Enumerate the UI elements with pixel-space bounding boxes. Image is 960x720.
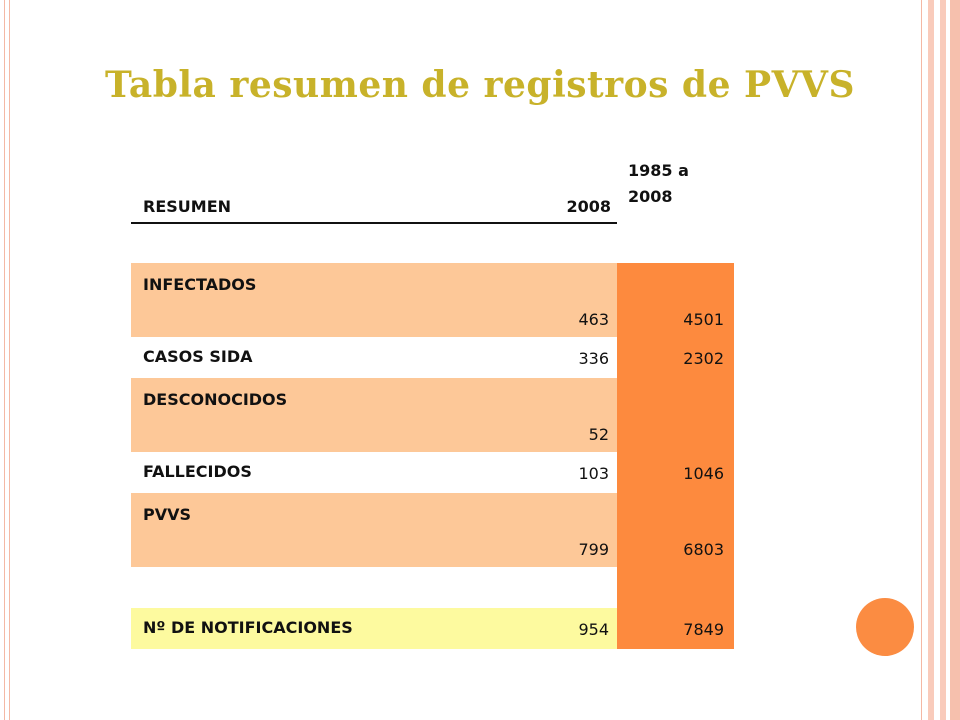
row-total-cell: 1046 bbox=[617, 452, 734, 493]
row-label: DESCONOCIDOS bbox=[143, 390, 288, 409]
table-row-blank bbox=[131, 567, 734, 608]
row-total-cell: 4501 bbox=[617, 263, 734, 337]
row-label: INFECTADOS bbox=[143, 275, 257, 294]
header-range-line1: 1985 a bbox=[628, 161, 689, 180]
row-total-cell: 7849 bbox=[617, 608, 734, 649]
table-row: CASOS SIDA 336 2302 bbox=[131, 337, 734, 378]
slide-title: Tabla resumen de registros de PVVS bbox=[105, 64, 855, 106]
slide-frame-right bbox=[918, 0, 960, 720]
row-label-cell: INFECTADOS 463 bbox=[131, 263, 617, 337]
row-label: PVVS bbox=[143, 505, 192, 524]
row-value-total: 2302 bbox=[683, 349, 724, 368]
header-underline bbox=[131, 222, 617, 224]
row-total-cell bbox=[617, 378, 734, 452]
row-value-2008: 463 bbox=[578, 310, 609, 329]
table-header-row: 2008 RESUMEN 1985 a 2008 bbox=[131, 150, 734, 224]
row-value-total: 1046 bbox=[683, 464, 724, 483]
row-total-cell: 6803 bbox=[617, 493, 734, 567]
row-value-total: 6803 bbox=[683, 540, 724, 559]
header-year: 2008 bbox=[566, 197, 611, 216]
row-label: FALLECIDOS bbox=[143, 462, 252, 481]
table-spacer bbox=[131, 224, 734, 263]
table-row: FALLECIDOS 103 1046 bbox=[131, 452, 734, 493]
row-label-cell bbox=[131, 567, 617, 608]
row-value-total: 7849 bbox=[683, 620, 724, 639]
header-year-cell: 2008 bbox=[131, 150, 617, 224]
decorative-circle bbox=[856, 598, 914, 656]
row-label-cell: PVVS 799 bbox=[131, 493, 617, 567]
slide-frame-left bbox=[4, 0, 10, 720]
row-value-2008: 52 bbox=[588, 425, 609, 444]
table-row-total: Nº DE NOTIFICACIONES 954 7849 bbox=[131, 608, 734, 649]
row-label-cell: Nº DE NOTIFICACIONES 954 bbox=[131, 608, 617, 649]
header-resumen: RESUMEN bbox=[143, 197, 232, 216]
summary-table: 2008 RESUMEN 1985 a 2008 INFECTADOS 463 … bbox=[131, 150, 734, 649]
row-total-cell bbox=[617, 567, 734, 608]
row-label-cell: CASOS SIDA 336 bbox=[131, 337, 617, 378]
header-range-line2: 2008 bbox=[628, 187, 673, 206]
row-total-cell: 2302 bbox=[617, 337, 734, 378]
row-label-cell: FALLECIDOS 103 bbox=[131, 452, 617, 493]
table-row: INFECTADOS 463 4501 bbox=[131, 263, 734, 337]
table-row: DESCONOCIDOS 52 bbox=[131, 378, 734, 452]
row-value-total: 4501 bbox=[683, 310, 724, 329]
table-row: PVVS 799 6803 bbox=[131, 493, 734, 567]
row-value-2008: 954 bbox=[578, 620, 609, 639]
row-value-2008: 336 bbox=[578, 349, 609, 368]
row-value-2008: 103 bbox=[578, 464, 609, 483]
row-label: Nº DE NOTIFICACIONES bbox=[143, 618, 353, 637]
row-label: CASOS SIDA bbox=[143, 347, 253, 366]
row-label-cell: DESCONOCIDOS 52 bbox=[131, 378, 617, 452]
row-value-2008: 799 bbox=[578, 540, 609, 559]
header-range: 1985 a 2008 bbox=[628, 158, 738, 210]
